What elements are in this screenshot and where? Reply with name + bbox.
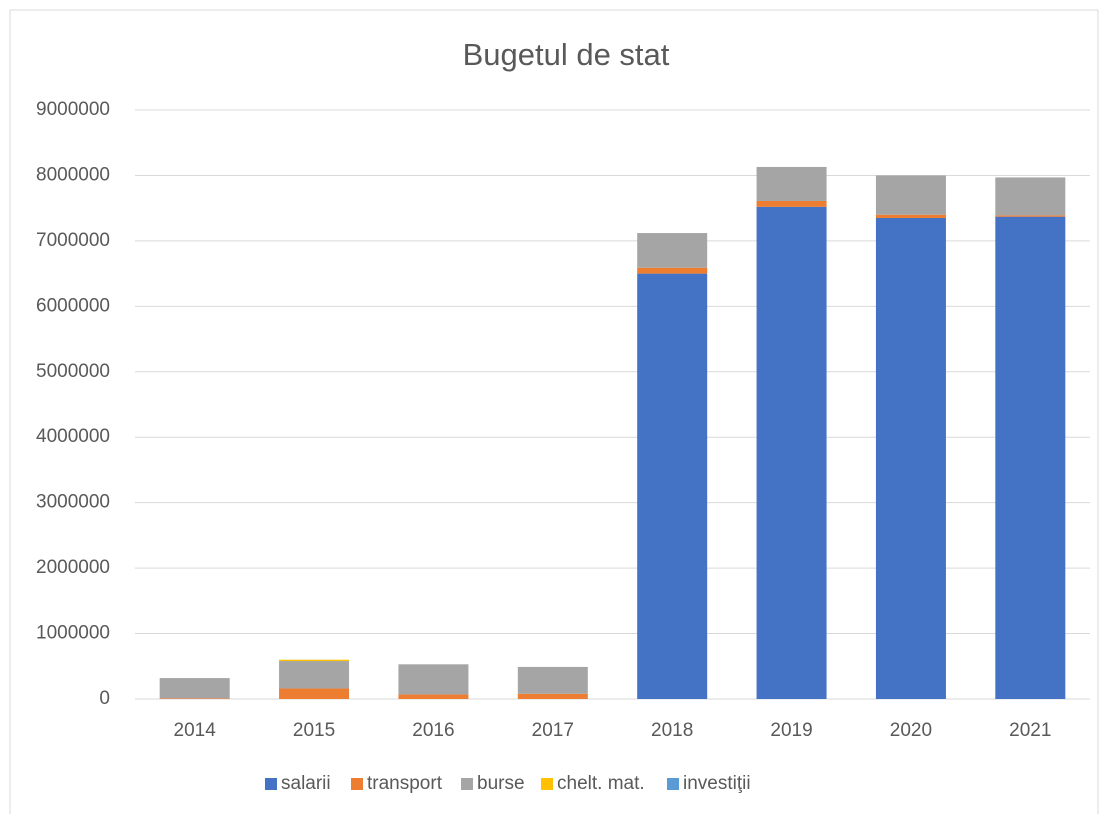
legend-swatch [461,778,473,790]
y-tick-label: 5000000 [36,361,110,382]
bar-segment [875,217,946,699]
bar-segment [279,661,350,689]
bar-segment [995,215,1066,217]
legend-label: transport [367,773,443,794]
y-tick-label: 1000000 [36,623,110,644]
legend-label: burse [477,773,525,794]
bar-segment [279,688,350,699]
legend-swatch [265,778,277,790]
legend-label: chelt. mat. [557,773,645,794]
y-tick-label: 4000000 [36,426,110,447]
x-tick-label: 2018 [651,720,693,741]
legend-swatch [351,778,363,790]
bar-segment [637,273,708,699]
y-tick-label: 9000000 [36,99,110,120]
bar-segment [279,659,350,662]
bar-segment [995,177,1066,216]
x-tick-label: 2017 [532,720,574,741]
chart-title: Bugetul de stat [463,37,670,72]
x-tick-label: 2021 [1009,720,1051,741]
bar-segment [398,664,469,695]
y-tick-label: 6000000 [36,295,110,316]
bar-segment [637,233,708,268]
y-tick-label: 2000000 [36,557,110,578]
bar-segment [637,267,708,274]
x-tick-label: 2015 [293,720,335,741]
bar-segment [756,200,827,207]
bar-segment [875,175,946,215]
bar-segment [756,166,827,201]
y-tick-label: 7000000 [36,230,110,251]
bar-segment [875,214,946,218]
bar-segment [517,693,588,699]
bar-segment [159,678,230,699]
legend-label: salarii [281,773,331,794]
bar-segment [517,666,588,694]
x-tick-label: 2014 [174,720,217,741]
legend-label: investiţii [683,773,751,794]
bar-segment [398,694,469,699]
bar-segment [995,216,1066,699]
y-tick-label: 3000000 [36,492,110,513]
x-tick-label: 2020 [890,720,932,741]
legend-swatch [541,778,553,790]
y-tick-label: 0 [99,688,110,709]
bar-segment [756,206,827,699]
y-tick-label: 8000000 [36,164,110,185]
x-tick-label: 2016 [412,720,454,741]
legend-swatch [667,778,679,790]
bar-segment [159,698,230,699]
x-tick-label: 2019 [770,720,812,741]
